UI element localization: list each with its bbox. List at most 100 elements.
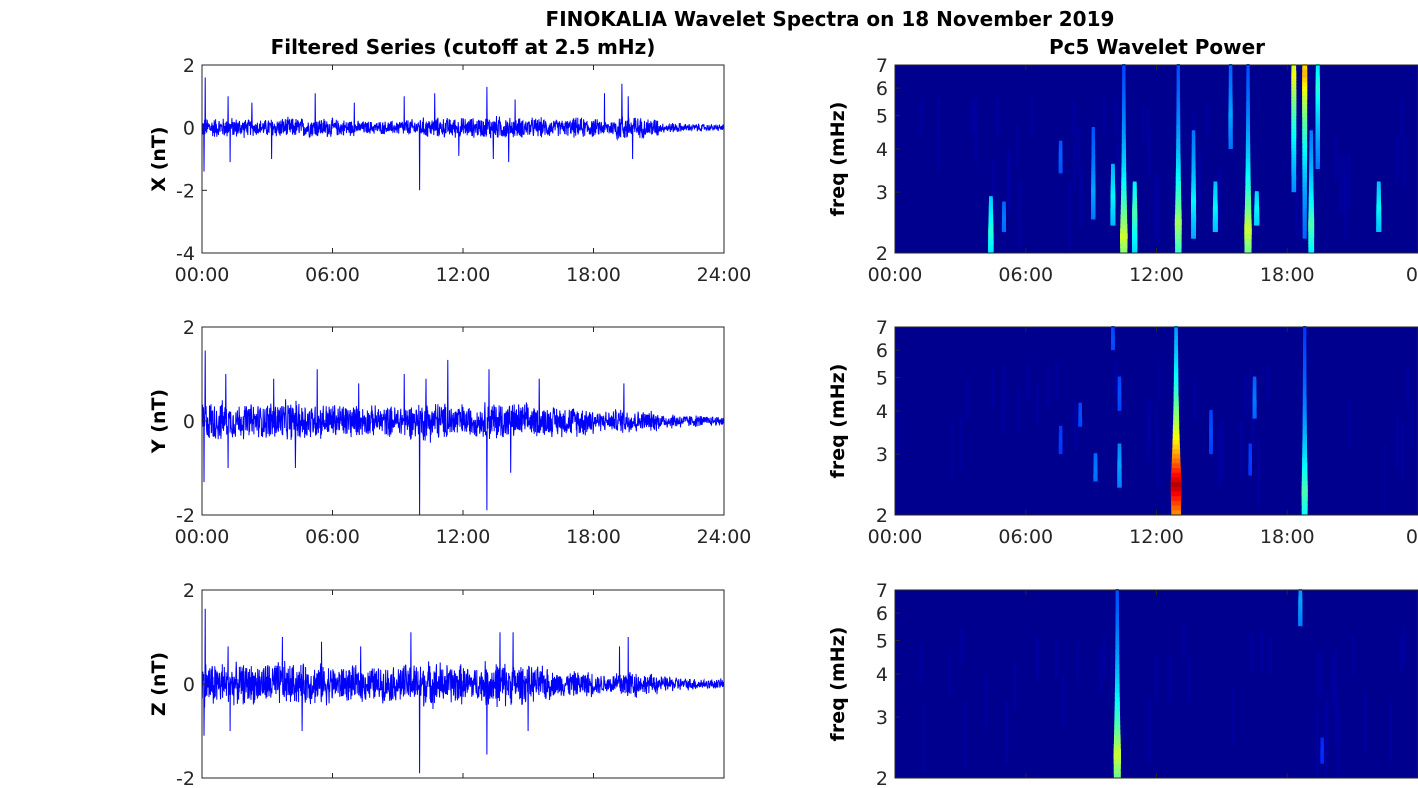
power-cell: [1117, 380, 1122, 383]
power-cell: [1121, 172, 1127, 178]
power-cell: [1120, 219, 1128, 225]
power-cell: [988, 250, 994, 253]
power-cell: [1308, 218, 1315, 223]
power-cell: [1302, 81, 1308, 87]
power-cell: [1132, 213, 1138, 216]
power-cell: [1110, 200, 1116, 203]
power-cell: [1117, 445, 1122, 448]
power-cell: [1110, 191, 1116, 194]
power-cell: [1213, 187, 1218, 190]
power-cell: [1002, 201, 1006, 204]
power-cell: [1114, 687, 1120, 694]
heatmap-texture: [1331, 659, 1335, 707]
power-cell: [1376, 191, 1381, 194]
power-cell: [1213, 191, 1218, 194]
power-cell: [1212, 210, 1218, 213]
power-cell: [1212, 227, 1218, 230]
power-cell: [1245, 172, 1251, 178]
heatmap-texture: [996, 98, 1000, 135]
power-cell: [1302, 377, 1307, 384]
power-cell: [1173, 387, 1179, 393]
power-cell: [1291, 165, 1297, 170]
y-tick-label: 6: [876, 603, 888, 625]
power-cell: [1298, 618, 1303, 620]
power-cell: [1091, 145, 1095, 149]
power-cell: [1228, 76, 1233, 80]
heatmap-texture: [936, 97, 940, 134]
power-cell: [1228, 110, 1233, 114]
power-cell: [1117, 474, 1122, 477]
power-cell: [1132, 232, 1138, 236]
heatmap-texture: [1403, 138, 1407, 188]
power-cell: [1132, 192, 1137, 195]
power-cell: [1302, 194, 1307, 200]
power-cell: [1291, 137, 1297, 142]
heatmap-texture: [1001, 389, 1005, 435]
power-cell: [1315, 126, 1320, 130]
power-cell: [1308, 242, 1315, 247]
power-cell: [1172, 434, 1180, 440]
power-cell: [1309, 172, 1314, 177]
power-cell: [1245, 176, 1251, 183]
power-cell: [1122, 106, 1126, 112]
heatmap-texture: [1026, 364, 1030, 402]
heatmap-texture: [984, 675, 988, 730]
power-cell: [988, 228, 994, 231]
power-cell: [1376, 205, 1382, 208]
power-cell: [1302, 405, 1307, 412]
power-cell: [1091, 149, 1096, 154]
power-cell: [1315, 144, 1320, 149]
power-cell: [1132, 246, 1138, 250]
power-cell: [1376, 186, 1381, 189]
power-cell: [1110, 188, 1116, 191]
power-cell: [1209, 424, 1213, 427]
power-cell: [1113, 748, 1121, 755]
power-cell: [1113, 767, 1121, 774]
power-cell: [1132, 207, 1138, 211]
power-cell: [1122, 78, 1126, 84]
power-cell: [1291, 127, 1297, 132]
power-cell: [1122, 82, 1126, 89]
power-cell: [1111, 171, 1115, 174]
power-cell: [1291, 149, 1297, 154]
power-cell: [1302, 211, 1307, 217]
power-cell: [1174, 358, 1179, 365]
power-cell: [1121, 125, 1126, 131]
heatmap-texture: [1383, 443, 1387, 515]
power-cell: [1111, 168, 1115, 171]
power-cell: [1117, 476, 1122, 479]
power-cell: [1309, 182, 1314, 186]
power-cell: [1175, 186, 1181, 192]
power-cell: [1320, 737, 1324, 740]
power-cell: [1117, 452, 1122, 455]
power-cell: [1117, 471, 1122, 474]
power-cell: [1213, 196, 1218, 199]
power-cell: [1302, 116, 1308, 122]
power-cell: [1376, 229, 1382, 232]
power-cell: [1291, 99, 1297, 104]
power-cell: [1308, 239, 1315, 244]
power-cell: [1212, 214, 1218, 218]
power-cell: [1209, 439, 1213, 442]
heatmap-texture: [1251, 399, 1255, 449]
heatmap-texture: [896, 402, 900, 454]
power-cell: [1291, 108, 1297, 113]
power-cell: [1209, 440, 1213, 443]
y-tick-label: 6: [876, 78, 888, 100]
power-cell: [1228, 68, 1233, 72]
power-cell: [1228, 124, 1233, 128]
power-cell: [1115, 683, 1120, 689]
power-cell: [1228, 106, 1233, 110]
power-cell: [1174, 223, 1182, 230]
power-cell: [1291, 188, 1297, 193]
power-cell: [1291, 143, 1297, 148]
power-cell: [1117, 485, 1122, 488]
heatmap-texture: [1002, 364, 1006, 402]
power-cell: [1191, 208, 1196, 212]
power-cell: [1228, 91, 1233, 95]
power-cell: [1309, 169, 1314, 174]
power-cell: [1121, 148, 1126, 155]
power-cell: [1110, 214, 1116, 217]
power-cell: [1110, 182, 1115, 185]
heatmap-texture: [1072, 100, 1076, 138]
